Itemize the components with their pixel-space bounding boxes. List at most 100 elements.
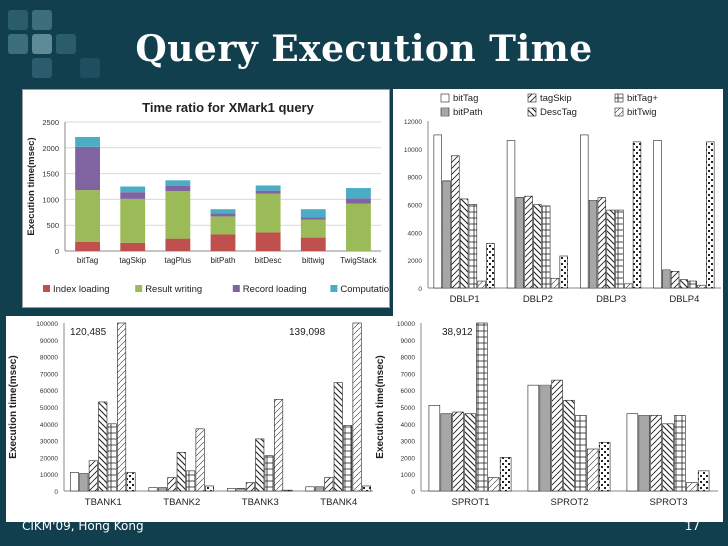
y-tick-label: 40000 — [40, 422, 58, 429]
bar-sprot1-s4 — [464, 413, 476, 492]
bar-segment-computation — [165, 180, 191, 186]
legend-swatch — [135, 285, 143, 292]
x-tick-label: SPROT1 — [451, 497, 489, 508]
x-tick-label: bitPath — [211, 256, 236, 265]
bar-tbank3-s5 — [264, 455, 274, 492]
x-tick-label: bittwig — [302, 256, 325, 265]
y-tick-label: 0 — [411, 489, 415, 496]
bar-segment-record-loading — [165, 185, 191, 192]
bar-segment-index-loading — [255, 232, 281, 251]
y-tick-label: 6000 — [401, 388, 416, 395]
x-tick-label: DBLP1 — [450, 294, 480, 305]
legend-swatch — [440, 93, 450, 103]
bar-dblp4-s6 — [697, 284, 706, 289]
bar-dblp4-s3 — [670, 271, 680, 289]
bar-tbank2-s1 — [148, 487, 158, 492]
bar-dblp3-s1 — [580, 134, 589, 289]
decor-square — [32, 10, 52, 30]
y-tick-label: 5000 — [401, 405, 416, 412]
bar-dblp1-s6 — [477, 280, 486, 289]
chart-xmark1: Time ratio for XMark1 query 0 500 1000 1500 2… — [26, 100, 394, 295]
bar-segment-computation — [255, 185, 281, 191]
y-tick-label: 60000 — [40, 388, 58, 395]
bar-dblp3-s6 — [624, 283, 633, 289]
y-tick-label: 7000 — [401, 371, 416, 378]
bar-dblp1-s4 — [459, 198, 469, 289]
legend-swatch — [614, 93, 624, 103]
y-tick-label: 50000 — [40, 405, 58, 412]
bar-dblp3-s4 — [606, 209, 615, 289]
decor-square — [32, 58, 52, 78]
bar-tbank2-s3 — [167, 477, 177, 492]
bar-tbank3-s7 — [283, 489, 293, 492]
x-tick-label: TBANK3 — [242, 497, 279, 508]
bar-tbank2-s7 — [205, 485, 215, 492]
y-tick-label: 80000 — [40, 355, 58, 362]
bar-segment-index-loading — [75, 241, 100, 251]
decor-square — [56, 34, 76, 54]
x-tick-label: TBANK1 — [85, 497, 122, 508]
bar-sprot1-s5 — [476, 322, 488, 492]
chart-title: Time ratio for XMark1 query — [142, 100, 314, 115]
bar-segment-computation — [300, 209, 326, 218]
x-tick-label: TBANK4 — [320, 497, 357, 508]
y-tick-label: 2000 — [401, 455, 416, 462]
bar-segment-result-writing — [165, 191, 191, 239]
y-tick-label: 10000 — [404, 147, 422, 154]
bar-sprot2-s5 — [575, 415, 587, 492]
bar-segment-record-loading — [120, 192, 146, 199]
chart-xmark1-panel: Time ratio for XMark1 query 0 500 1000 1500 2… — [22, 89, 394, 308]
x-tick-label: bitDesc — [255, 256, 282, 265]
y-tick-label: 0 — [418, 286, 422, 293]
bar-tbank1-s5 — [107, 423, 117, 492]
bar-segment-computation — [75, 136, 100, 147]
y-tick-label: 4000 — [408, 230, 423, 237]
x-tick-label: bitTag — [77, 256, 98, 265]
page-number: 17 — [684, 519, 700, 533]
y-tick-label: 2000 — [42, 144, 59, 153]
bar-dblp3-s3 — [597, 197, 607, 289]
bar-tbank4-s2 — [314, 486, 324, 492]
legend-label: bitTag+ — [627, 93, 658, 104]
bar-tbank3-s6 — [274, 399, 284, 492]
y-axis-label: Execution time(msec) — [375, 355, 386, 458]
bar-tbank1-s2 — [79, 473, 89, 492]
y-tick-label: 100000 — [36, 321, 58, 328]
y-tick-label: 3000 — [401, 439, 416, 446]
bar-sprot2-s6 — [587, 448, 599, 492]
bar-tbank3-s2 — [236, 488, 246, 492]
bar-segment-record-loading — [210, 213, 236, 217]
y-tick-label: 12000 — [404, 119, 422, 126]
bar-tbank4-s7 — [361, 485, 372, 492]
legend-swatch — [614, 107, 624, 117]
bar-tbank2-s4 — [176, 452, 186, 492]
bar-tbank3-s3 — [245, 482, 255, 492]
bar-tbank2-s5 — [186, 470, 196, 492]
bar-sprot2-s3 — [551, 379, 563, 492]
bar-tbank4-s1 — [305, 486, 315, 492]
bar-segment-record-loading — [75, 146, 100, 191]
decor-square — [8, 10, 28, 30]
bar-sprot3-s2 — [638, 415, 650, 492]
bar-dblp3-s5 — [615, 209, 624, 289]
bar-tbank3-s1 — [226, 488, 236, 492]
x-tick-label: DBLP3 — [596, 294, 626, 305]
legend-swatch — [527, 107, 537, 117]
legend-label: bitTwig — [627, 107, 657, 118]
legend-label: Computation — [340, 284, 389, 295]
chart-dblp: 0 2000 4000 6000 8000 10000 12000 DBLP1 DBLP2 DBL… — [404, 93, 721, 305]
y-tick-label: 1500 — [42, 170, 59, 179]
bar-dblp2-s1 — [506, 140, 516, 289]
bar-dblp4-s5 — [688, 280, 697, 289]
y-tick-label: 0 — [54, 489, 58, 496]
bar-overflow-annotation: 38,912 — [442, 327, 473, 338]
bar-segment-result-writing — [75, 190, 100, 242]
x-tick-label: TwigStack — [340, 256, 377, 265]
bar-segment-result-writing — [120, 198, 146, 243]
y-tick-label: 2000 — [408, 258, 423, 265]
bar-tbank1-s4 — [98, 401, 108, 492]
bar-segment-computation — [210, 209, 236, 214]
chart-sprot-panel: 0 1000 2000 3000 4000 5000 6000 7000 8000 9000 100… — [373, 316, 723, 522]
y-tick-label: 8000 — [401, 355, 416, 362]
bar-sprot2-s4 — [563, 399, 575, 492]
